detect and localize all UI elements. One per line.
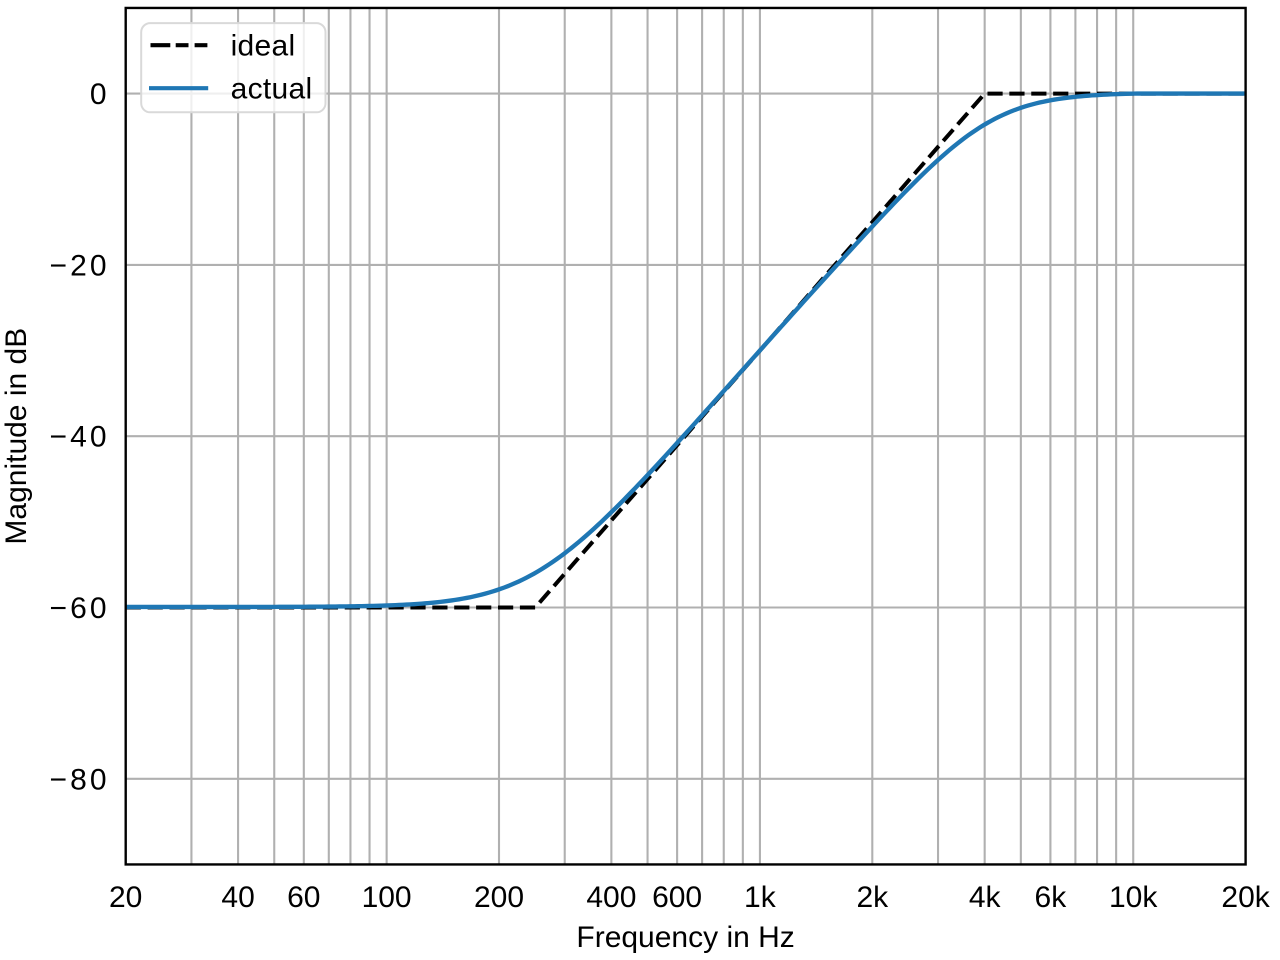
svg-text:400: 400 (586, 881, 636, 914)
svg-text:Frequency in Hz: Frequency in Hz (576, 921, 794, 954)
svg-text:−80: −80 (50, 763, 107, 796)
svg-text:4k: 4k (969, 881, 1002, 914)
svg-text:−40: −40 (50, 421, 107, 454)
svg-text:actual: actual (231, 73, 313, 106)
svg-text:60: 60 (287, 881, 320, 914)
svg-text:40: 40 (221, 881, 254, 914)
svg-text:200: 200 (474, 881, 524, 914)
svg-text:−60: −60 (50, 592, 107, 625)
svg-text:100: 100 (362, 881, 412, 914)
svg-text:ideal: ideal (231, 30, 296, 63)
svg-text:2k: 2k (856, 881, 889, 914)
svg-text:1k: 1k (744, 881, 777, 914)
svg-text:0: 0 (90, 78, 107, 111)
svg-text:10k: 10k (1109, 881, 1158, 914)
svg-text:20k: 20k (1221, 881, 1270, 914)
svg-text:Magnitude in dB: Magnitude in dB (0, 328, 33, 545)
svg-text:20: 20 (109, 881, 142, 914)
svg-text:6k: 6k (1035, 881, 1068, 914)
svg-text:−20: −20 (50, 249, 107, 282)
svg-text:600: 600 (652, 881, 702, 914)
